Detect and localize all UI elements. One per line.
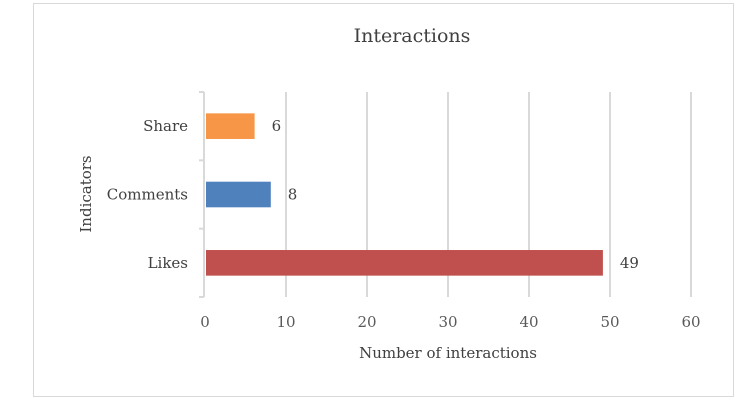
data-label: 49 bbox=[620, 254, 639, 272]
x-tick-labels: 0 10 20 30 40 50 60 bbox=[200, 313, 700, 331]
category-axis bbox=[199, 91, 205, 298]
data-label: 6 bbox=[272, 117, 282, 135]
category-label: Likes bbox=[148, 254, 188, 272]
x-tick-label: 40 bbox=[519, 313, 538, 331]
x-axis-label: Number of interactions bbox=[359, 344, 537, 362]
category-labels: Share Comments Likes bbox=[107, 117, 188, 272]
y-axis-label: Indicators bbox=[77, 155, 95, 232]
x-tick-label: 20 bbox=[357, 313, 376, 331]
x-tick-label: 10 bbox=[276, 313, 295, 331]
category-label: Share bbox=[143, 117, 188, 135]
category-label: Comments bbox=[107, 186, 188, 204]
chart-frame bbox=[33, 3, 734, 397]
x-tick-label: 60 bbox=[681, 313, 700, 331]
bars bbox=[206, 113, 603, 276]
bar-comments bbox=[206, 181, 271, 208]
x-tick-label: 0 bbox=[200, 313, 210, 331]
bar-share bbox=[206, 113, 255, 139]
data-label: 8 bbox=[288, 186, 298, 204]
x-tick-label: 50 bbox=[600, 313, 619, 331]
bar-likes bbox=[206, 250, 603, 276]
chart-title: Interactions bbox=[354, 25, 471, 47]
x-tick-label: 30 bbox=[438, 313, 457, 331]
data-labels: 6 8 49 bbox=[272, 117, 639, 272]
